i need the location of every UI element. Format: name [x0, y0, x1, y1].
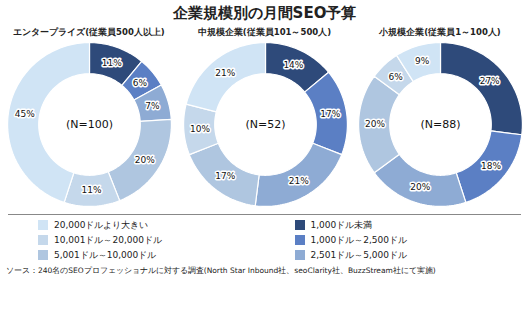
html-text:2,501ドル～5,000ドル: 2,501ドル～5,000ドル [310, 250, 407, 260]
html-text:5,001ドル～10,000ドル: 5,001ドル～10,000ドル [54, 250, 157, 260]
svg-text:(N=100): (N=100) [66, 118, 113, 131]
svg-text:21%: 21% [288, 176, 308, 186]
html-text:1,000ドル未満: 1,000ドル未満 [310, 220, 373, 230]
html-text:企業規模別の月間SEO予算: 企業規模別の月間SEO予算 [172, 4, 357, 22]
svg-text:11%: 11% [82, 185, 102, 195]
html-text:ソース：240名のSEOプロフェッショナルに対する調査(No: ソース：240名のSEOプロフェッショナルに対する調査(North Star I… [6, 266, 436, 275]
svg-text:45%: 45% [15, 109, 35, 119]
svg-text:20%: 20% [410, 182, 430, 192]
html-text:小規模企業(従業員1～100人): 小規模企業(従業員1～100人) [379, 27, 501, 37]
svg-text:10%: 10% [190, 123, 210, 133]
svg-text:(N=88): (N=88) [420, 118, 460, 131]
html-text:1,000ドル～2,500ドル: 1,000ドル～2,500ドル [310, 235, 407, 245]
svg-text:7%: 7% [145, 101, 160, 111]
svg-text:18%: 18% [481, 161, 501, 171]
svg-text:21%: 21% [215, 68, 235, 78]
svg-text:20%: 20% [135, 154, 155, 164]
html-text:20,000ドルより大きい: 20,000ドルより大きい [54, 220, 149, 230]
html-text:10,001ドル～20,000ドル: 10,001ドル～20,000ドル [54, 235, 162, 245]
svg-text:6%: 6% [389, 72, 404, 82]
svg-text:14%: 14% [283, 60, 303, 70]
svg-text:(N=52): (N=52) [245, 118, 285, 131]
svg-text:17%: 17% [215, 171, 235, 181]
svg-text:11%: 11% [102, 58, 122, 68]
svg-text:17%: 17% [320, 109, 340, 119]
html-text:中規模企業(従業員101～500人): 中規模企業(従業員101～500人) [197, 27, 332, 37]
svg-text:9%: 9% [415, 56, 430, 66]
svg-text:20%: 20% [365, 119, 385, 129]
svg-text:6%: 6% [133, 78, 148, 88]
html-text:エンタープライズ(従業員500人以上): エンタープライズ(従業員500人以上) [13, 27, 165, 37]
svg-text:27%: 27% [480, 76, 500, 86]
